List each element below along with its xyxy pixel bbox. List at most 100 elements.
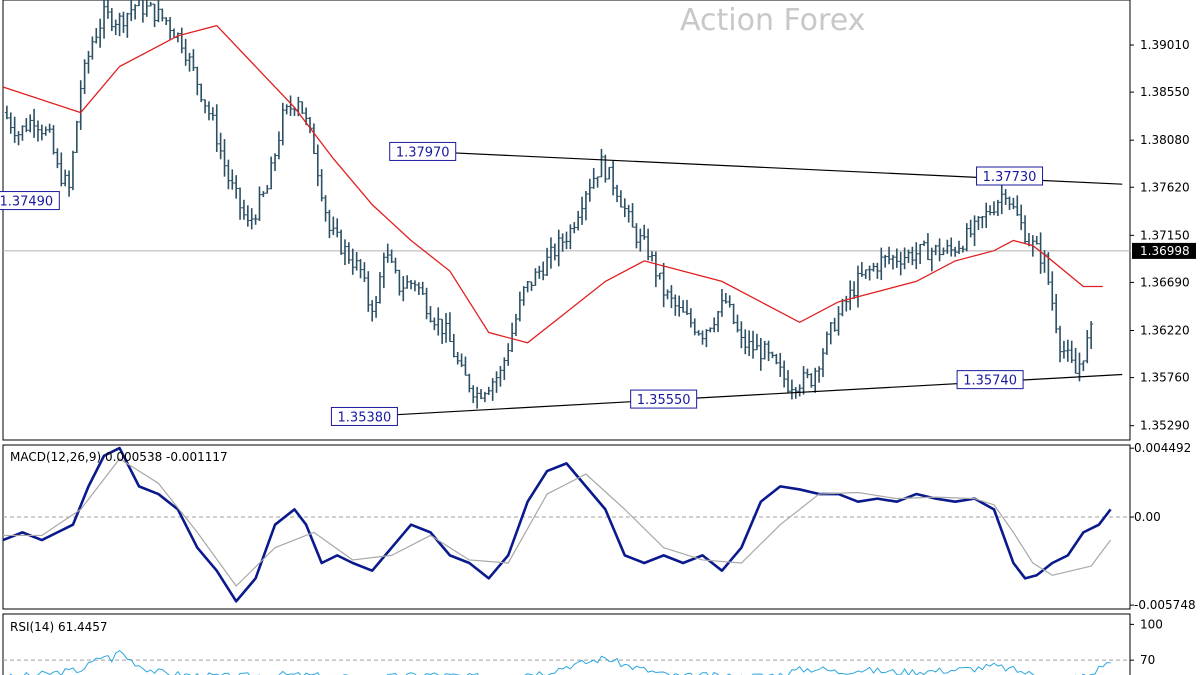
price-tick-label: 1.35760 — [1140, 371, 1190, 385]
price-bar — [86, 50, 91, 74]
price-bar — [1011, 197, 1016, 210]
price-bar — [797, 384, 802, 397]
level-label: 1.35380 — [330, 406, 398, 426]
price-bar — [1058, 325, 1063, 363]
price-bar — [1069, 340, 1074, 364]
price-bar — [199, 83, 204, 103]
price-bar — [747, 330, 752, 357]
price-bar — [300, 101, 305, 114]
price-tick-label: 1.36690 — [1140, 275, 1190, 289]
price-bar — [218, 132, 223, 160]
price-bar — [1050, 271, 1055, 311]
price-bar — [642, 224, 647, 240]
price-bar — [455, 351, 460, 365]
price-bar — [164, 17, 169, 26]
price-bar — [560, 233, 565, 252]
price-bar — [669, 285, 674, 309]
price-bar — [700, 330, 705, 345]
price-bar — [1054, 294, 1059, 334]
price-bar — [754, 333, 759, 351]
price-bar — [1034, 235, 1039, 245]
price-bar — [401, 276, 406, 302]
price-bar — [183, 38, 188, 66]
price-bar — [910, 246, 915, 266]
price-bar — [972, 215, 977, 247]
price-bar — [284, 104, 289, 115]
price-bar — [906, 249, 911, 264]
price-bar — [657, 272, 662, 280]
price-bar — [782, 360, 787, 388]
price-bar — [486, 386, 491, 395]
price-bar — [1038, 232, 1043, 274]
price-bar — [949, 237, 954, 257]
price-bar — [513, 313, 518, 337]
price-bar — [673, 294, 678, 316]
price-bar — [78, 80, 83, 130]
price-bar — [770, 351, 775, 359]
price-bar — [370, 300, 375, 322]
price-bar — [894, 248, 899, 268]
price-bar — [696, 330, 701, 336]
price-bar — [836, 306, 841, 336]
price-bar — [762, 340, 767, 360]
price-bar — [688, 308, 693, 328]
price-bar — [677, 295, 682, 317]
price-bar — [156, 0, 161, 23]
price-bar — [607, 166, 612, 180]
macd-tick-label: -0.005748 — [1134, 598, 1196, 612]
macd-panel-frame — [2, 444, 1131, 610]
svg-text:1.37730: 1.37730 — [983, 170, 1037, 185]
price-tick-label: 1.36220 — [1140, 324, 1190, 338]
price-bar — [436, 307, 441, 336]
price-bar — [475, 386, 480, 409]
price-bar — [976, 216, 981, 230]
price-bar — [661, 262, 666, 308]
price-bar — [813, 367, 818, 393]
price-bar — [4, 105, 9, 120]
price-bar — [758, 338, 763, 371]
price-bar — [39, 124, 44, 141]
price-bar — [459, 353, 464, 367]
price-bar — [824, 331, 829, 355]
price-bar — [801, 366, 806, 395]
price-bar — [545, 247, 550, 276]
price-bar — [887, 246, 892, 265]
price-bar — [82, 59, 87, 94]
price-bar — [918, 243, 923, 265]
macd-title: MACD(12,26,9) 0.000538 -0.001117 — [10, 450, 228, 464]
price-bar — [234, 175, 239, 199]
price-bar — [133, 4, 138, 20]
price-axis: 1.39010 1.38550 1.38080 1.37620 1.37150 1.366… — [1130, 38, 1196, 433]
price-bar — [498, 365, 503, 387]
price-bar — [595, 176, 600, 188]
price-bar — [727, 295, 732, 308]
price-bar — [980, 216, 985, 229]
price-bar — [646, 228, 651, 261]
price-bar — [98, 18, 103, 48]
price-bar — [444, 313, 449, 343]
macd-signal-line — [3, 458, 1112, 587]
price-bar — [626, 204, 631, 223]
rsi-tick-label: 100 — [1140, 617, 1163, 631]
price-bar — [74, 120, 79, 153]
price-bar — [319, 169, 324, 202]
price-bar — [249, 208, 254, 230]
price-bar — [358, 259, 363, 279]
price-bar — [805, 368, 810, 379]
price-bar — [366, 271, 371, 312]
svg-text:1.36998: 1.36998 — [1140, 244, 1190, 258]
price-bar — [704, 329, 709, 348]
price-bar — [820, 348, 825, 378]
price-bar — [603, 154, 608, 183]
price-bar — [731, 303, 736, 325]
price-bar — [572, 222, 577, 234]
price-bar — [109, 8, 114, 32]
svg-text:1.37490: 1.37490 — [0, 195, 53, 210]
price-bar — [988, 205, 993, 216]
price-bar — [440, 318, 445, 344]
price-bar — [16, 131, 21, 146]
price-bar — [265, 184, 270, 194]
current-price-label: 1.36998 — [1132, 242, 1196, 259]
price-tick-label: 1.37620 — [1140, 180, 1190, 194]
price-bar — [1081, 360, 1086, 372]
